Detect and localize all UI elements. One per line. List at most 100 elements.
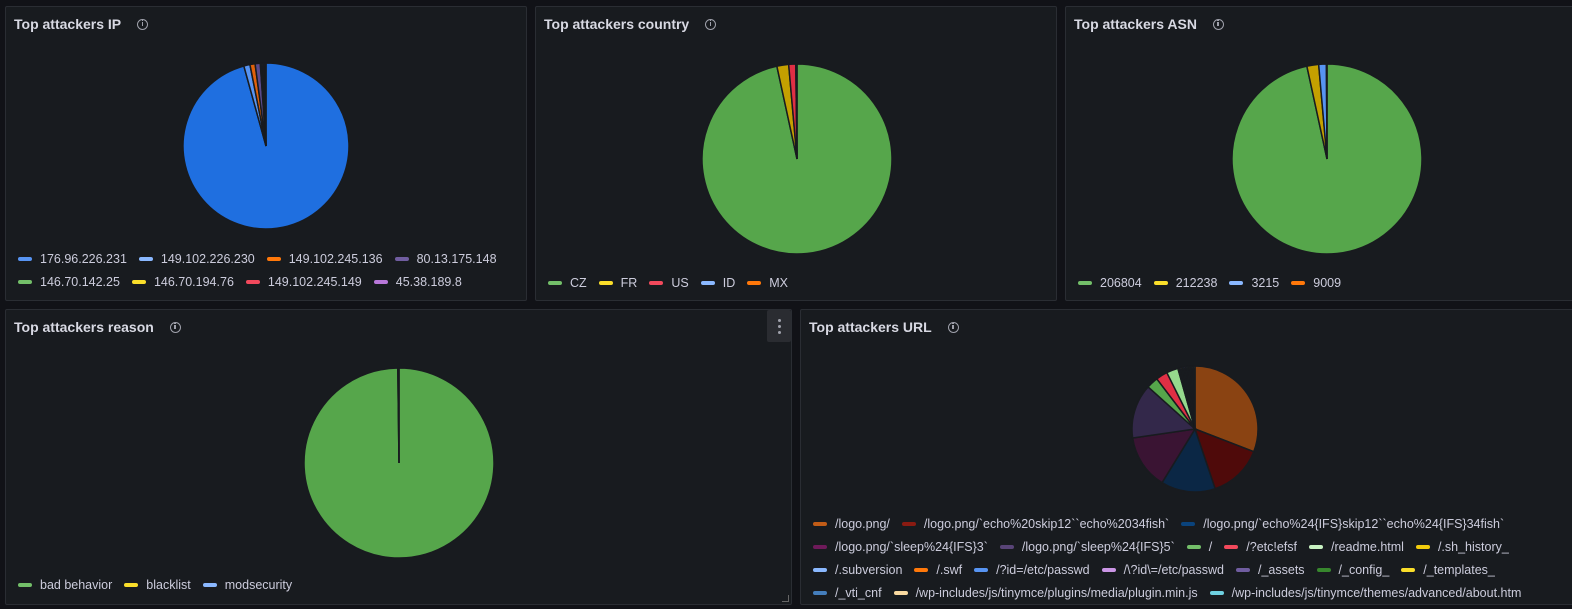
- legend-swatch: [18, 257, 32, 261]
- pie-chart: [303, 367, 495, 559]
- legend-label: 149.102.245.136: [288, 252, 383, 266]
- legend-item[interactable]: modsecurity: [202, 577, 293, 593]
- panel-top-attackers-country: Top attackers country CZ FR US ID MX: [535, 6, 1057, 301]
- legend-item[interactable]: /wp-includes/js/tinymce/plugins/media/pl…: [893, 585, 1198, 601]
- legend-item[interactable]: /\?id\=/etc/passwd: [1101, 562, 1224, 578]
- legend-item[interactable]: /logo.png/`echo%20skip12``echo%2034fish`: [901, 516, 1170, 532]
- legend-swatch: [598, 281, 613, 285]
- legend-label: 146.70.142.25: [40, 275, 120, 289]
- legend: bad behavior blacklist modsecurity: [18, 577, 783, 593]
- legend-item[interactable]: 149.102.245.149: [245, 274, 362, 290]
- legend-swatch: [245, 280, 260, 284]
- legend-swatch: [266, 257, 281, 261]
- legend-item[interactable]: US: [649, 275, 689, 291]
- pie-slice[interactable]: [1131, 385, 1197, 439]
- legend-item[interactable]: /_config_: [1316, 562, 1389, 578]
- panel-title: Top attackers country: [544, 16, 690, 32]
- legend-swatch: [548, 281, 562, 285]
- legend-item[interactable]: /readme.html: [1309, 539, 1404, 555]
- legend-item[interactable]: 176.96.226.231: [18, 251, 127, 267]
- legend-item[interactable]: 80.13.175.148: [394, 251, 497, 267]
- legend-swatch: [131, 280, 146, 284]
- legend-item[interactable]: /.subversion: [813, 562, 902, 578]
- resize-handle[interactable]: [782, 595, 789, 602]
- panel-top-attackers-ip: Top attackers IP 176.96.226.231 149.102.2…: [5, 6, 527, 301]
- legend-item[interactable]: /wp-includes/js/tinymce/themes/advanced/…: [1209, 585, 1522, 601]
- pie-slice[interactable]: [1194, 365, 1259, 453]
- pie-slice[interactable]: [1161, 427, 1217, 493]
- panel-top-attackers-url: Top attackers URL /logo.png/ /logo.png/`e…: [800, 309, 1572, 605]
- info-icon[interactable]: [947, 321, 959, 333]
- legend-item[interactable]: blacklist: [124, 577, 191, 593]
- legend-label: /?id=/etc/passwd: [996, 563, 1090, 577]
- legend-swatch: [1078, 281, 1092, 285]
- legend-label: /logo.png/`echo%20skip12``echo%2034fish`: [923, 517, 1170, 531]
- legend-item[interactable]: 146.70.142.25: [18, 274, 120, 290]
- legend-item[interactable]: bad behavior: [18, 577, 112, 593]
- legend-item[interactable]: 3215: [1229, 275, 1279, 291]
- info-icon[interactable]: [169, 321, 181, 333]
- legend-item[interactable]: /logo.png/`sleep%24{IFS}5`: [999, 539, 1175, 555]
- legend-item[interactable]: 45.38.189.8: [373, 274, 462, 290]
- legend-label: /.swf: [936, 563, 963, 577]
- legend-item[interactable]: /_templates_: [1401, 562, 1495, 578]
- legend-label: 149.102.245.149: [267, 275, 362, 289]
- legend-item[interactable]: 212238: [1153, 275, 1217, 291]
- pie-slice[interactable]: [1192, 365, 1196, 430]
- legend-item[interactable]: /logo.png/`sleep%24{IFS}3`: [813, 539, 988, 555]
- panel-menu-button[interactable]: [767, 310, 791, 342]
- legend-item[interactable]: /?id=/etc/passwd: [974, 562, 1090, 578]
- pie-slice[interactable]: [795, 63, 798, 160]
- legend-swatch: [1181, 522, 1196, 526]
- legend-swatch: [1224, 545, 1239, 549]
- legend-label: /\?id\=/etc/passwd: [1123, 563, 1224, 577]
- legend-item[interactable]: /?etc!efsf: [1224, 539, 1297, 555]
- legend-swatch: [974, 568, 989, 572]
- legend-swatch: [649, 281, 664, 285]
- legend-label: /readme.html: [1331, 540, 1404, 554]
- legend-label: /logo.png/`echo%24{IFS}skip12``echo%24{I…: [1203, 517, 1505, 531]
- legend-item[interactable]: /logo.png/: [813, 516, 890, 532]
- info-icon[interactable]: [1212, 18, 1224, 30]
- legend-item[interactable]: /.swf: [914, 562, 962, 578]
- legend-item[interactable]: ID: [700, 275, 736, 291]
- legend-item[interactable]: 149.102.245.136: [266, 251, 383, 267]
- info-icon[interactable]: [137, 18, 149, 30]
- legend-label: blacklist: [146, 578, 191, 592]
- pie-slice[interactable]: [264, 62, 267, 147]
- legend-item[interactable]: 206804: [1078, 275, 1142, 291]
- legend-label: /logo.png/`sleep%24{IFS}3`: [835, 540, 988, 554]
- legend-swatch: [1209, 591, 1224, 595]
- legend-swatch: [914, 568, 929, 572]
- legend-label: ID: [722, 276, 736, 290]
- legend-item[interactable]: /.sh_history_: [1415, 539, 1509, 555]
- pie-slice[interactable]: [1325, 63, 1328, 160]
- legend: /logo.png/ /logo.png/`echo%20skip12``echo…: [813, 516, 1568, 601]
- legend-label: 149.102.226.230: [160, 252, 255, 266]
- legend-label: /wp-includes/js/tinymce/themes/advanced/…: [1231, 586, 1522, 600]
- legend-item[interactable]: CZ: [548, 275, 587, 291]
- pie-slice[interactable]: [1131, 428, 1197, 484]
- legend-label: 80.13.175.148: [416, 252, 497, 266]
- legend-label: /logo.png/`sleep%24{IFS}5`: [1021, 540, 1175, 554]
- legend-label: /?etc!efsf: [1246, 540, 1297, 554]
- legend-item[interactable]: MX: [747, 275, 788, 291]
- pie-chart: [701, 63, 893, 255]
- legend-item[interactable]: FR: [598, 275, 637, 291]
- legend-label: 45.38.189.8: [395, 275, 462, 289]
- info-icon[interactable]: [705, 18, 717, 30]
- legend-item[interactable]: /: [1186, 539, 1212, 555]
- legend-swatch: [18, 280, 32, 284]
- legend-item[interactable]: /logo.png/`echo%24{IFS}skip12``echo%24{I…: [1181, 516, 1504, 532]
- legend-item[interactable]: 149.102.226.230: [138, 251, 255, 267]
- pie-slice[interactable]: [397, 367, 400, 464]
- legend-item[interactable]: /_vti_cnf: [813, 585, 882, 601]
- panel-title: Top attackers IP: [14, 16, 122, 32]
- legend-label: modsecurity: [224, 578, 293, 592]
- pie-slice[interactable]: [1193, 427, 1255, 490]
- legend-item[interactable]: 146.70.194.76: [131, 274, 234, 290]
- legend-item[interactable]: 9009: [1291, 275, 1341, 291]
- legend-item[interactable]: /_assets: [1235, 562, 1305, 578]
- legend-label: /.sh_history_: [1437, 540, 1509, 554]
- legend: 206804 212238 3215 9009: [1078, 275, 1568, 291]
